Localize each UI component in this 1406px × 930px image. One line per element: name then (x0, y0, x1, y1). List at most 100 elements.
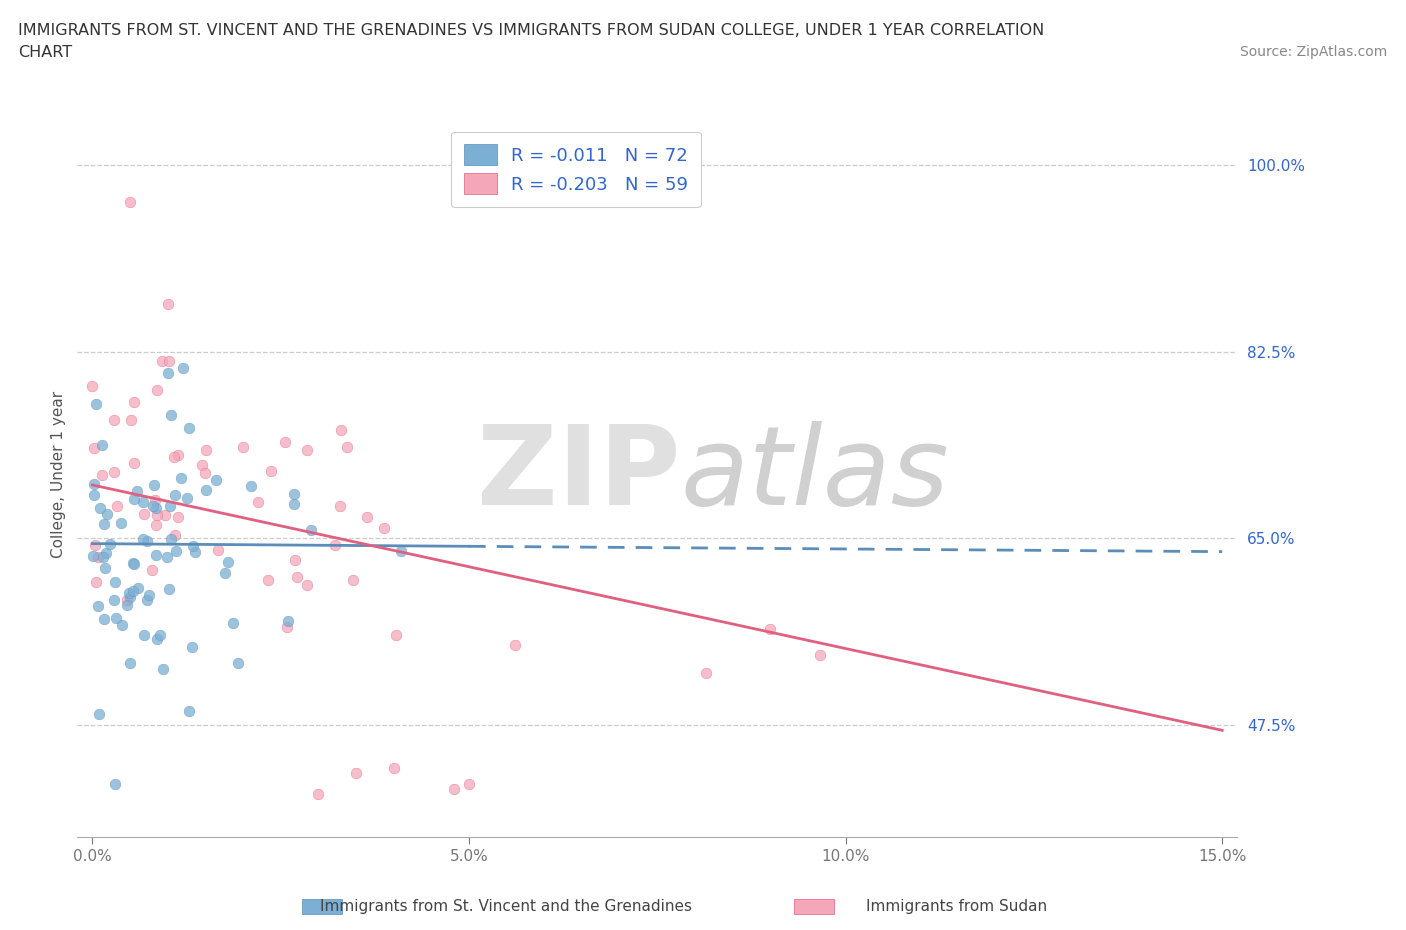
Point (342, 573, 364, 588)
Point (132, 494, 155, 509)
Point (373, 520, 395, 535)
Text: atlas: atlas (681, 420, 949, 528)
Point (159, 499, 181, 514)
Point (193, 465, 215, 480)
Point (84, 574, 107, 589)
Point (329, 498, 352, 513)
Point (145, 548, 167, 563)
Point (146, 382, 169, 397)
Text: Immigrants from Sudan: Immigrants from Sudan (866, 899, 1046, 914)
Point (120, 656, 142, 671)
Point (122, 456, 145, 471)
Point (105, 611, 128, 626)
Point (160, 531, 183, 546)
Point (142, 498, 165, 513)
Point (307, 787, 329, 802)
Point (256, 572, 278, 587)
Point (163, 450, 186, 465)
Point (503, 638, 526, 653)
Text: CHART: CHART (18, 45, 72, 60)
Point (83, 488, 105, 503)
Point (344, 765, 367, 780)
Text: Source: ZipAtlas.com: Source: ZipAtlas.com (1240, 45, 1388, 59)
Point (323, 538, 346, 552)
Point (83, 441, 105, 456)
Point (136, 534, 159, 549)
Point (103, 465, 125, 480)
Point (122, 556, 145, 571)
Point (120, 413, 142, 428)
Point (127, 580, 149, 595)
Point (145, 500, 167, 515)
Point (214, 566, 236, 581)
Point (145, 631, 167, 646)
Text: ZIP: ZIP (477, 420, 681, 528)
Point (136, 592, 159, 607)
Point (283, 552, 305, 567)
Point (120, 590, 142, 604)
Point (149, 627, 172, 642)
Point (93, 550, 115, 565)
Point (389, 543, 412, 558)
Point (191, 458, 214, 472)
Point (150, 353, 173, 368)
Point (336, 439, 359, 454)
Point (240, 479, 263, 494)
Point (205, 472, 228, 487)
Point (91, 468, 114, 483)
Point (146, 508, 169, 523)
Point (167, 448, 190, 463)
Point (93, 517, 115, 532)
Point (458, 777, 481, 791)
Point (105, 498, 128, 513)
Point (156, 365, 179, 380)
Point (138, 588, 160, 603)
Point (156, 549, 179, 564)
Point (143, 477, 166, 492)
Point (82, 379, 104, 393)
Point (232, 440, 254, 455)
Point (695, 666, 717, 681)
Point (179, 420, 201, 435)
Point (382, 760, 405, 775)
Point (217, 555, 239, 570)
Point (117, 597, 139, 612)
Point (120, 195, 141, 210)
Point (122, 583, 145, 598)
Point (226, 656, 249, 671)
Point (181, 639, 204, 654)
Point (115, 592, 138, 607)
Point (83, 477, 105, 492)
Point (195, 483, 218, 498)
Point (156, 296, 179, 311)
Point (283, 497, 305, 512)
Point (356, 510, 378, 525)
Point (157, 582, 180, 597)
Point (104, 777, 127, 791)
Point (96, 545, 118, 560)
Point (165, 487, 187, 502)
Point (759, 621, 782, 636)
Point (277, 613, 299, 628)
Point (443, 781, 465, 796)
Point (157, 353, 180, 368)
Point (100, 537, 122, 551)
Point (132, 532, 155, 547)
Point (132, 628, 155, 643)
Point (89, 500, 111, 515)
Point (169, 471, 191, 485)
Point (82, 549, 104, 564)
Point (122, 556, 145, 571)
Point (87, 549, 110, 564)
Text: IMMIGRANTS FROM ST. VINCENT AND THE GRENADINES VS IMMIGRANTS FROM SUDAN COLLEGE,: IMMIGRANTS FROM ST. VINCENT AND THE GREN… (18, 23, 1045, 38)
Point (179, 703, 201, 718)
Point (299, 523, 322, 538)
Point (274, 434, 297, 449)
Point (94, 560, 117, 575)
Legend: R = -0.011   N = 72, R = -0.203   N = 59: R = -0.011 N = 72, R = -0.203 N = 59 (451, 131, 700, 206)
Point (143, 493, 166, 508)
Point (195, 443, 218, 458)
Point (152, 661, 174, 676)
Point (165, 527, 187, 542)
Point (384, 628, 406, 643)
